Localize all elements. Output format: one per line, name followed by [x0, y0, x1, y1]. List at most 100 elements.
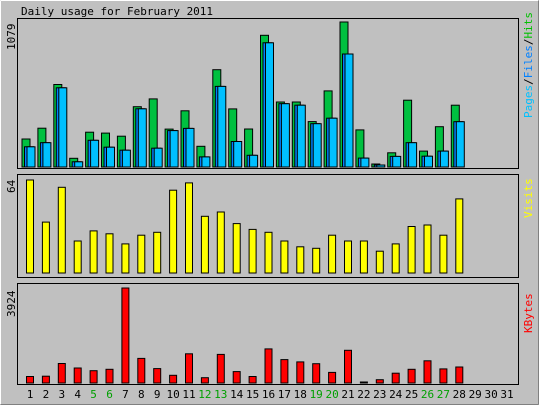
kbytes-bar-day-25 — [407, 368, 416, 384]
hits-pages-bar-day-4 — [74, 161, 84, 168]
x-label-day-21: 21 — [341, 388, 354, 401]
kbytes-bar-day-7 — [121, 287, 130, 384]
visits-bar-day-14 — [232, 223, 241, 274]
visits-bar-day-20 — [328, 234, 337, 274]
legend-hits: Hits — [522, 12, 535, 39]
visits-bar-day-3 — [57, 186, 66, 274]
visits-bar-day-11 — [185, 182, 193, 274]
x-label-day-28: 28 — [453, 388, 466, 401]
x-label-day-23: 23 — [373, 388, 386, 401]
kbytes-bar-day-16 — [264, 348, 273, 384]
x-label-day-27: 27 — [437, 388, 450, 401]
kbytes-bar-day-24 — [391, 372, 400, 384]
hits-pages-bar-day-18 — [296, 104, 306, 168]
legend-sep-2: / — [522, 39, 535, 46]
x-label-day-11: 11 — [182, 388, 195, 401]
visits-bar-day-28 — [455, 198, 464, 274]
visits-bar-day-5 — [89, 230, 98, 274]
visits-bars — [26, 179, 464, 274]
kbytes-bar-day-4 — [73, 367, 82, 384]
x-label-day-19: 19 — [310, 388, 323, 401]
x-label-day-6: 6 — [106, 388, 113, 401]
hits-pages-bar-day-23 — [376, 164, 386, 168]
x-label-day-14: 14 — [230, 388, 244, 401]
visits-bar-day-4 — [73, 240, 82, 274]
x-label-day-30: 30 — [484, 388, 497, 401]
visits-bar-day-10 — [169, 189, 178, 274]
hits-pages-bar-day-24 — [392, 155, 402, 168]
legend-files: Files — [522, 45, 535, 78]
hits-pages-bar-day-1 — [26, 146, 36, 168]
hits-pages-bar-day-19 — [312, 123, 322, 168]
x-label-day-3: 3 — [58, 388, 65, 401]
hits-pages-bar-day-6 — [106, 146, 115, 168]
kbytes-bar-day-27 — [439, 368, 448, 384]
visits-bar-day-26 — [423, 224, 432, 274]
visits-bar-day-27 — [439, 234, 448, 274]
visits-bar-day-17 — [280, 240, 289, 274]
legend-pages: Pages — [522, 85, 535, 118]
x-label-day-8: 8 — [138, 388, 145, 401]
x-label-day-9: 9 — [154, 388, 161, 401]
x-label-day-17: 17 — [278, 388, 291, 401]
hits-pages-bar-day-21 — [344, 53, 354, 168]
visits-bar-day-13 — [216, 211, 225, 274]
visits-bar-day-7 — [121, 243, 130, 274]
x-label-day-4: 4 — [74, 388, 81, 401]
panel-kbytes-max-label: 3924 — [5, 290, 18, 317]
hits-pages-bar-day-11 — [185, 127, 195, 168]
x-label-day-10: 10 — [166, 388, 179, 401]
visits-bar-day-19 — [312, 247, 321, 274]
visits-bar-day-18 — [296, 246, 305, 274]
hits-pages-bar-day-25 — [408, 142, 418, 168]
kbytes-bar-day-18 — [296, 361, 305, 384]
hits-pages-bar-day-9 — [153, 147, 163, 168]
x-label-day-12: 12 — [198, 388, 211, 401]
panel-kbytes-legend: KBytes — [522, 293, 535, 333]
panel-visits-max-label: 64 — [5, 179, 18, 193]
x-label-day-18: 18 — [294, 388, 307, 401]
visits-bar-day-6 — [105, 233, 114, 274]
hits-pages-bar-day-14 — [233, 141, 243, 168]
hits-pages-bar-day-10 — [169, 130, 179, 168]
panel-hits-max-label: 1079 — [5, 24, 18, 51]
x-label-day-2: 2 — [43, 388, 50, 401]
hits-pages-bar-day-27 — [439, 150, 449, 168]
visits-bar-day-21 — [344, 240, 352, 274]
hits-pages-bar-day-26 — [424, 155, 433, 168]
hits-pages-bar-day-7 — [121, 149, 131, 168]
hits-pages-bar-day-17 — [280, 103, 290, 168]
kbytes-bar-day-6 — [105, 368, 114, 384]
legend-sep-1: / — [522, 78, 535, 85]
x-label-day-26: 26 — [421, 388, 434, 401]
kbytes-bar-day-15 — [248, 376, 257, 384]
visits-bar-day-9 — [153, 231, 162, 274]
visits-bar-day-25 — [407, 226, 416, 274]
hits-pages-bar-day-20 — [328, 117, 338, 168]
x-label-day-20: 20 — [325, 388, 338, 401]
kbytes-bar-day-28 — [455, 366, 464, 384]
hits-pages-bar-day-22 — [360, 157, 370, 168]
panel-kbytes: 3924 KBytes — [5, 283, 535, 385]
x-label-day-7: 7 — [122, 388, 129, 401]
kbytes-bar-day-19 — [312, 363, 321, 384]
kbytes-bar-day-14 — [232, 371, 241, 384]
hits-pages-bar-day-16 — [265, 42, 274, 168]
hits-pages-bar-day-12 — [201, 156, 211, 168]
chart-title: Daily usage for February 2011 — [21, 5, 213, 18]
x-label-day-24: 24 — [389, 388, 403, 401]
visits-bar-day-12 — [200, 215, 209, 274]
visits-bar-day-2 — [41, 221, 50, 274]
kbytes-bar-day-5 — [89, 370, 98, 384]
kbytes-bar-day-20 — [328, 371, 337, 384]
visits-bar-day-8 — [137, 234, 146, 274]
kbytes-bars — [26, 287, 464, 384]
hits-pages-bar-day-15 — [249, 154, 259, 168]
hits-bars — [21, 21, 465, 168]
kbytes-bar-day-13 — [216, 353, 225, 384]
x-label-day-5: 5 — [90, 388, 97, 401]
kbytes-bar-day-9 — [153, 368, 162, 384]
kbytes-bar-day-17 — [280, 359, 289, 384]
hits-pages-bar-day-8 — [137, 108, 147, 168]
